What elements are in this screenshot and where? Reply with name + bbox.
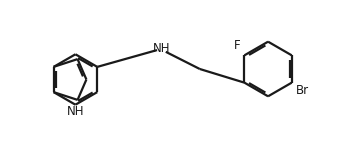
Text: NH: NH <box>153 42 170 55</box>
Text: NH: NH <box>67 105 85 118</box>
Text: Br: Br <box>296 84 309 97</box>
Text: F: F <box>234 39 240 52</box>
